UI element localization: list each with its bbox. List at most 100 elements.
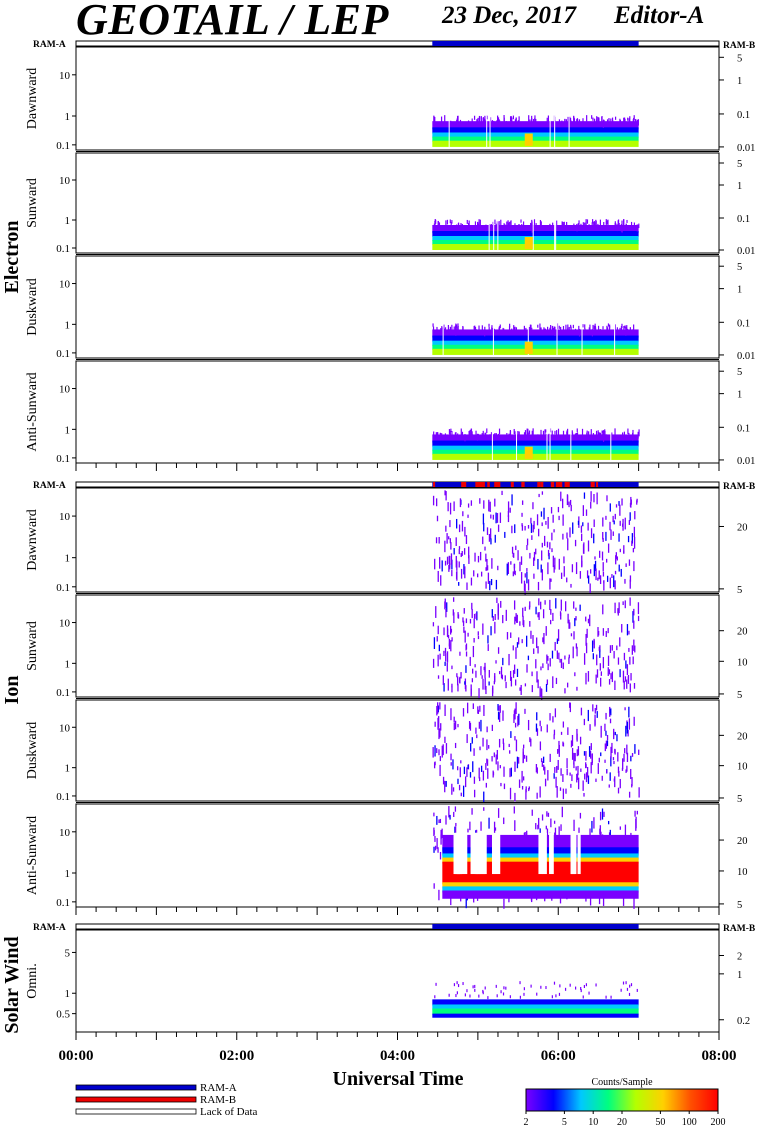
noise-mark [614, 428, 616, 435]
noise-mark [550, 325, 552, 333]
count-mark [613, 761, 615, 765]
count-mark [483, 666, 485, 671]
count-mark [619, 520, 621, 526]
count-mark [466, 734, 468, 744]
count-mark [538, 598, 540, 606]
noise-mark [513, 428, 515, 435]
count-mark [473, 789, 476, 798]
noise-mark [570, 324, 572, 329]
noise-mark [630, 221, 633, 227]
noise-mark [558, 325, 560, 329]
noise-mark [448, 993, 450, 997]
noise-mark [578, 119, 581, 125]
count-mark [547, 812, 550, 817]
count-mark [602, 628, 605, 636]
ram-b-segment [475, 482, 479, 487]
noise-mark [498, 428, 501, 435]
count-mark [451, 686, 453, 693]
count-mark [449, 538, 451, 544]
noise-mark [588, 224, 590, 230]
count-mark [551, 650, 554, 659]
count-mark [440, 829, 442, 840]
count-mark [484, 546, 486, 551]
data-gap [532, 155, 534, 251]
count-mark [535, 659, 537, 669]
count-mark [479, 746, 481, 751]
count-mark [526, 568, 528, 572]
count-mark [524, 583, 526, 595]
count-mark [445, 609, 447, 618]
y-tick-label-right: 0.2 [737, 1016, 750, 1027]
count-mark [525, 755, 528, 762]
noise-mark [615, 223, 617, 230]
count-mark [503, 766, 505, 777]
count-mark [476, 734, 478, 739]
count-mark [593, 640, 595, 649]
count-mark [465, 685, 467, 692]
noise-mark [503, 986, 505, 990]
count-mark [459, 498, 462, 508]
noise-mark [619, 119, 621, 125]
count-mark [479, 498, 481, 504]
noise-mark [440, 328, 442, 332]
intensity-band [432, 335, 639, 342]
noise-mark [540, 221, 542, 226]
count-mark [607, 543, 610, 553]
count-mark [503, 898, 505, 909]
y-tick-label-right: 0.1 [737, 423, 750, 434]
count-mark [522, 776, 525, 781]
count-mark [471, 678, 474, 683]
count-mark [544, 766, 546, 775]
noise-mark [531, 115, 533, 124]
noise-mark [636, 988, 638, 992]
count-mark [467, 503, 470, 508]
count-mark [473, 748, 475, 756]
count-mark [591, 820, 593, 833]
count-mark [453, 811, 455, 817]
count-mark [520, 684, 522, 695]
noise-mark [566, 432, 568, 437]
noise-mark [456, 326, 458, 332]
count-mark [569, 702, 571, 708]
data-gap [538, 832, 543, 875]
noise-mark [599, 219, 602, 226]
count-mark [450, 893, 452, 906]
noise-mark [478, 115, 481, 120]
count-mark [447, 634, 450, 639]
data-gap [448, 49, 450, 148]
count-mark [524, 573, 526, 578]
count-mark [558, 652, 560, 660]
count-mark [451, 570, 453, 577]
noise-mark [482, 117, 485, 123]
spectrogram-data [432, 597, 640, 700]
count-mark [550, 578, 552, 582]
count-mark [454, 806, 457, 812]
noise-mark [581, 428, 584, 437]
count-mark [540, 564, 542, 573]
count-mark [603, 811, 605, 817]
colorbar-tick-label: 5 [562, 1117, 567, 1128]
noise-mark [544, 328, 546, 333]
count-mark [633, 536, 636, 549]
count-mark [616, 734, 618, 742]
noise-mark [482, 991, 484, 995]
count-mark [572, 522, 574, 534]
count-mark [514, 761, 516, 772]
count-mark [610, 673, 612, 680]
count-mark [553, 529, 555, 533]
noise-mark [512, 115, 515, 120]
count-mark [446, 533, 448, 544]
noise-mark [528, 432, 530, 437]
count-mark [515, 545, 517, 551]
count-mark [562, 742, 565, 747]
noise-mark [593, 325, 595, 330]
count-mark [451, 637, 453, 642]
data-gap [614, 258, 616, 356]
count-mark [547, 663, 549, 671]
noise-mark [460, 223, 462, 231]
noise-mark [471, 118, 473, 125]
noise-mark [545, 986, 547, 990]
